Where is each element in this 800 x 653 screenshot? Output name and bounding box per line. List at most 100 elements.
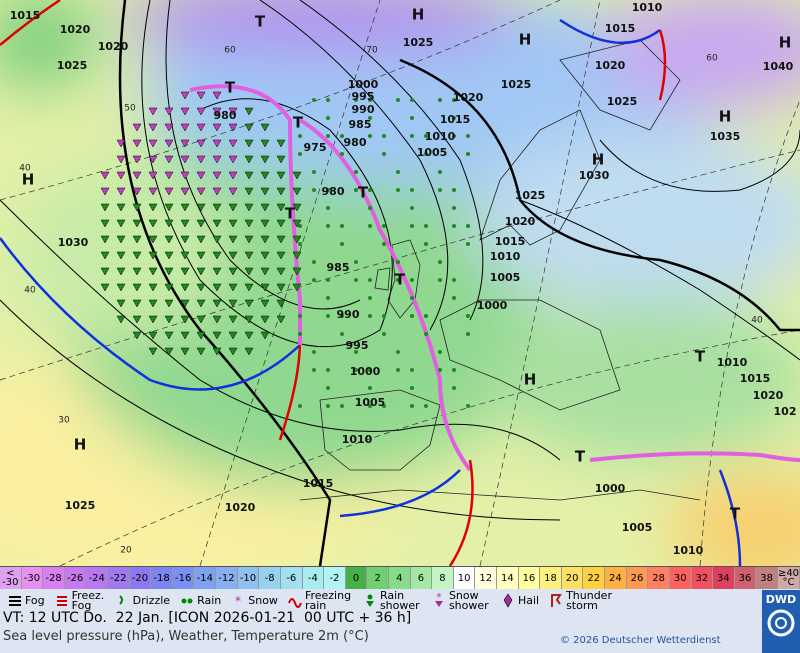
precip-symbol [260, 123, 270, 132]
precip-symbol [100, 187, 110, 196]
rain-dot [382, 242, 386, 246]
precip-symbol [260, 331, 270, 340]
legend-item: Thunder storm [549, 588, 614, 612]
rain-dot [368, 368, 372, 372]
legend-label: Thunder storm [566, 588, 612, 612]
scale-cell: 12 [475, 567, 498, 589]
rain-dot [396, 350, 400, 354]
scale-cell: -18 [151, 567, 173, 589]
scale-cell: -12 [216, 567, 238, 589]
precip-symbol [132, 155, 142, 164]
precip-symbol [132, 235, 142, 244]
legend-icon [9, 595, 21, 606]
legend-label: Snow shower [448, 588, 489, 612]
scale-cell: -10 [237, 567, 260, 589]
scale-cell: 0 [345, 567, 368, 589]
precip-symbol [244, 123, 254, 132]
isobar-label: 975 [304, 141, 327, 154]
isobar-label: 1010 [673, 544, 704, 557]
rain-dot [326, 404, 330, 408]
scale-label: -16 [175, 572, 192, 584]
legend-item: * Snow shower [432, 588, 491, 612]
precip-symbol [180, 331, 190, 340]
scale-cell: ≥40 °C [777, 567, 800, 589]
scale-cell: -22 [108, 567, 130, 589]
rain-dot [354, 170, 358, 174]
scale-label: -26 [66, 572, 84, 584]
rain-dot [312, 260, 316, 264]
rain-dot [438, 260, 442, 264]
rain-dot [340, 242, 344, 246]
precip-symbol [116, 219, 126, 228]
precip-symbol [164, 107, 174, 116]
rain-dot [424, 152, 428, 156]
rain-dot [340, 314, 344, 318]
precip-symbol [148, 315, 158, 324]
legend-item: Hail [501, 592, 539, 609]
rain-dot [466, 404, 470, 408]
precip-symbol [196, 315, 206, 324]
precip-symbol [292, 219, 302, 228]
isobar-label: 1005 [417, 146, 448, 159]
isobar-label: 1015 [605, 22, 636, 35]
rain-dot [410, 368, 414, 372]
scale-label: 26 [630, 572, 644, 584]
rain-dot [382, 314, 386, 318]
rain-dot [452, 278, 456, 282]
scale-label: 16 [522, 572, 536, 584]
precip-symbol [100, 267, 110, 276]
scale-label: 6 [417, 572, 425, 584]
precip-symbol [244, 331, 254, 340]
rain-dot [354, 368, 358, 372]
precip-symbol [212, 331, 222, 340]
precip-symbol [196, 203, 206, 212]
precip-symbol [212, 171, 222, 180]
precip-symbol [180, 203, 190, 212]
precipitation-symbols [100, 91, 470, 408]
precip-symbol [276, 219, 286, 228]
precip-symbol [116, 283, 126, 292]
legend-label: Fog [25, 593, 45, 607]
precip-symbol [276, 203, 286, 212]
isobar-label: 1010 [717, 356, 748, 369]
precip-symbol [228, 123, 238, 132]
precip-symbol [164, 155, 174, 164]
rain-dot [326, 134, 330, 138]
scale-label: 4 [396, 572, 403, 584]
rain-dot [438, 170, 442, 174]
rain-dot [382, 224, 386, 228]
scale-cell: 38 [756, 567, 778, 589]
precip-symbol [116, 267, 126, 276]
rain-dot [410, 188, 414, 192]
precip-symbol [292, 251, 302, 260]
precip-symbol [100, 171, 110, 180]
pressure-center: T [255, 13, 266, 31]
precip-symbol [276, 155, 286, 164]
rain-dot [354, 350, 358, 354]
precip-symbol [132, 187, 142, 196]
legend-icon [181, 598, 193, 603]
rain-dot [368, 224, 372, 228]
precip-symbol [260, 299, 270, 308]
precip-symbol [196, 331, 206, 340]
rain-dot [424, 242, 428, 246]
legend-icon [288, 597, 302, 608]
rain-dot [452, 368, 456, 372]
rain-dot [466, 224, 470, 228]
svg-text:*: * [235, 594, 241, 608]
precip-symbol [276, 139, 286, 148]
rain-dot [382, 152, 386, 156]
isobar-label: 1010 [632, 1, 663, 14]
scale-label: °C [782, 577, 795, 588]
precip-symbol [212, 347, 222, 356]
precip-symbol [180, 251, 190, 260]
precip-symbol [100, 219, 110, 228]
scale-label: 0 [352, 572, 360, 584]
scale-label: 34 [717, 572, 730, 584]
pressure-center: H [779, 34, 792, 52]
rain-dot [452, 98, 456, 102]
rain-dot [466, 332, 470, 336]
rain-dot [368, 98, 372, 102]
precip-symbol [180, 219, 190, 228]
rain-dot [410, 206, 414, 210]
